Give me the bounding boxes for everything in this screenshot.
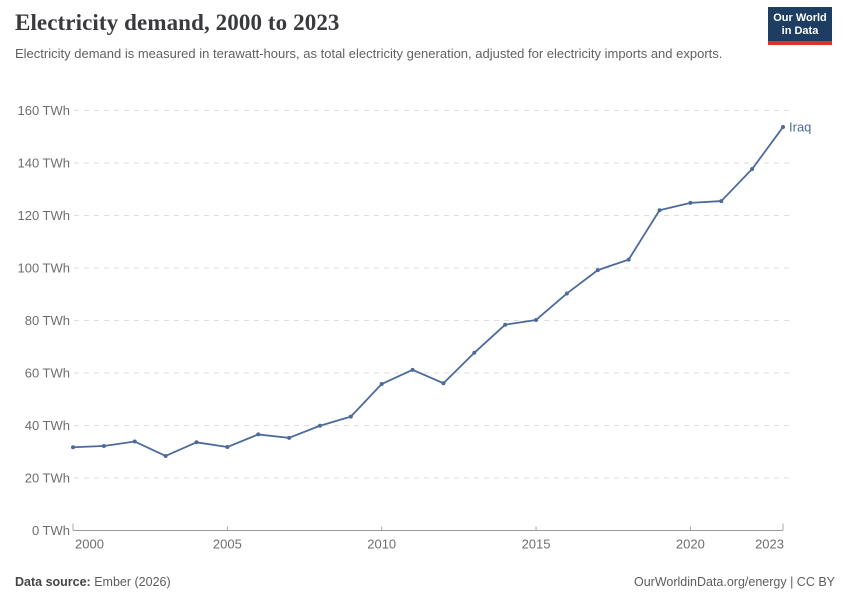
data-point[interactable] <box>101 443 106 448</box>
series-end-label[interactable]: Iraq <box>789 120 811 135</box>
data-point[interactable] <box>71 445 75 450</box>
data-point[interactable] <box>595 268 600 273</box>
data-point[interactable] <box>287 435 292 440</box>
data-point[interactable] <box>163 453 168 458</box>
owid-logo-text-line1: Our World <box>773 12 827 24</box>
x-tick-label: 2000 <box>75 537 104 552</box>
data-point[interactable] <box>626 257 631 262</box>
data-point[interactable] <box>657 208 662 213</box>
x-tick-label: 2023 <box>755 537 784 552</box>
data-point[interactable] <box>503 322 508 327</box>
chart-footer: Data source: Ember (2026) OurWorldinData… <box>15 575 835 589</box>
owid-logo[interactable]: Our World in Data <box>768 7 832 45</box>
data-point[interactable] <box>564 291 569 296</box>
data-point[interactable] <box>348 414 353 419</box>
data-point[interactable] <box>225 445 230 450</box>
chart-subtitle: Electricity demand is measured in terawa… <box>15 46 723 61</box>
line-chart-canvas[interactable]: 0 TWh 20 TWh 40 TWh 60 TWh 80 TWh 100 TWh 120 … <box>0 95 850 570</box>
data-point[interactable] <box>441 381 446 386</box>
x-tick-label: 2015 <box>522 537 551 552</box>
data-point[interactable] <box>781 125 785 130</box>
y-tick-label: 40 TWh <box>25 418 70 433</box>
y-tick-label: 160 TWh <box>17 103 70 118</box>
data-point[interactable] <box>379 382 384 387</box>
credit-link[interactable]: OurWorldinData.org/energy | CC BY <box>633 575 835 589</box>
x-tick-label: 2005 <box>213 537 242 552</box>
chart-header: Electricity demand, 2000 to 2023 Electri… <box>15 10 835 63</box>
y-tick-label: 100 TWh <box>17 261 70 276</box>
y-tick-label: 60 TWh <box>25 366 70 381</box>
y-tick-label: 80 TWh <box>25 313 70 328</box>
data-point[interactable] <box>317 423 322 428</box>
x-tick-label: 2020 <box>676 537 705 552</box>
y-tick-label: 120 TWh <box>17 208 70 223</box>
data-point[interactable] <box>472 350 477 355</box>
owid-logo-text-line2: in Data <box>781 24 819 37</box>
data-source: Data source: Ember (2026) <box>15 575 171 589</box>
data-point[interactable] <box>719 199 724 204</box>
data-point[interactable] <box>194 440 199 445</box>
y-tick-label: 0 TWh <box>32 523 70 538</box>
data-point[interactable] <box>256 432 261 437</box>
data-line[interactable] <box>72 126 784 457</box>
x-tick-label: 2010 <box>367 537 396 552</box>
data-point[interactable] <box>534 317 539 322</box>
data-point[interactable] <box>410 367 415 372</box>
data-point[interactable] <box>132 439 137 444</box>
data-point[interactable] <box>688 200 693 205</box>
y-tick-label: 140 TWh <box>17 156 70 171</box>
data-source-label: Data source: <box>15 575 91 589</box>
page-title: Electricity demand, 2000 to 2023 <box>15 10 340 35</box>
data-point[interactable] <box>750 167 755 172</box>
y-tick-label: 20 TWh <box>25 471 70 486</box>
data-source-value: Ember (2026) <box>90 575 171 589</box>
